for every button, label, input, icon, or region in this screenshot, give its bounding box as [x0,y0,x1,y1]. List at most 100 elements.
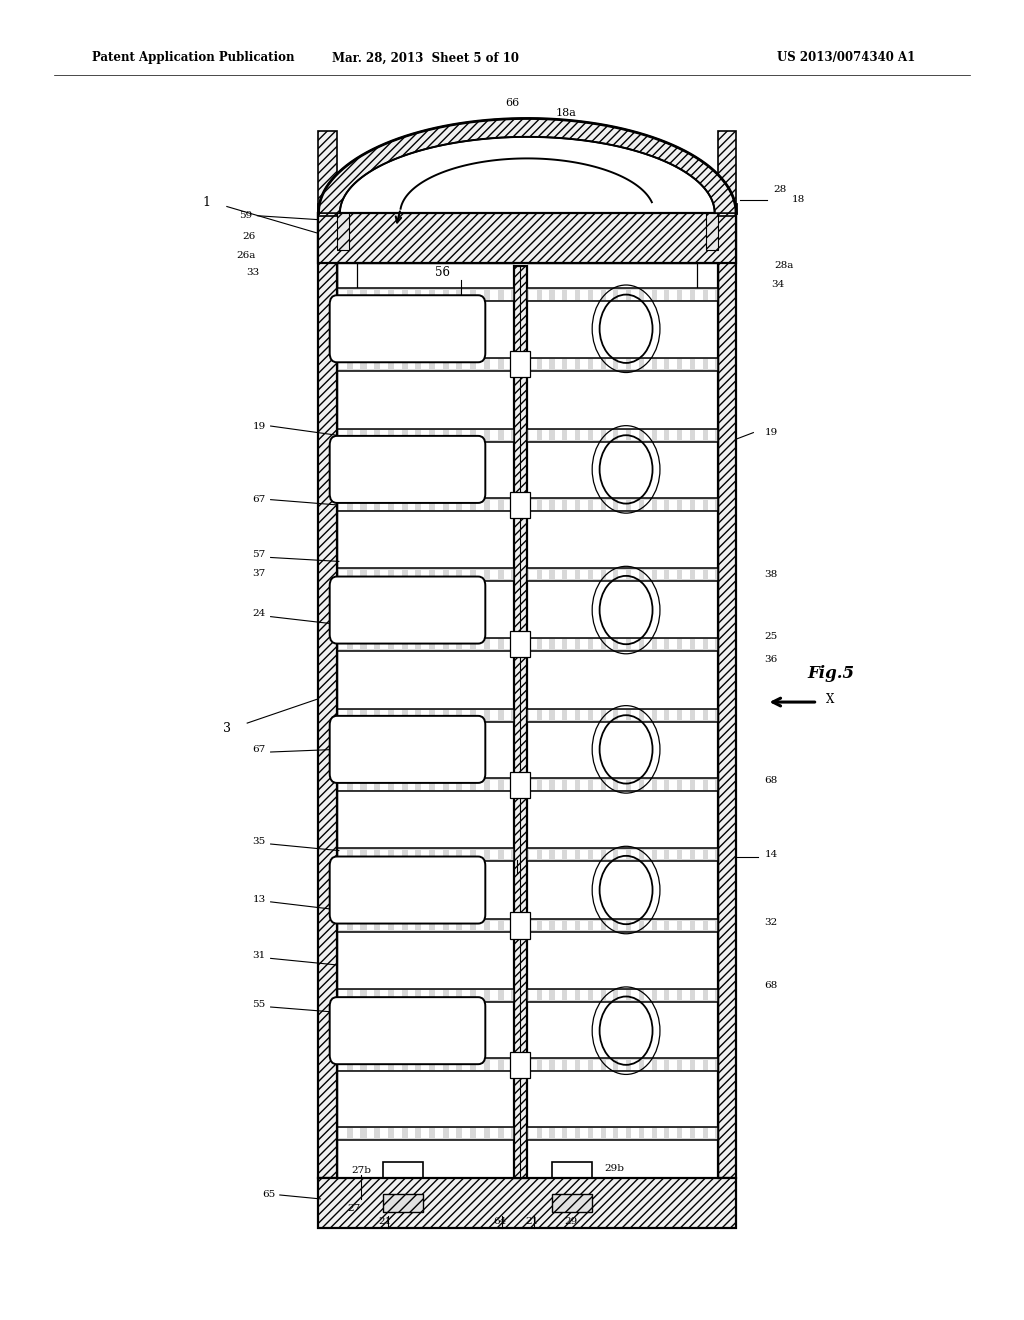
Bar [631,359,639,370]
Text: X: X [825,693,835,706]
Bar [644,430,651,440]
Bar [408,850,416,859]
Bar [605,500,613,510]
Bar [380,1060,388,1069]
Bar [489,359,498,370]
Bar [463,710,470,721]
Bar [339,289,347,300]
Bar [644,780,651,789]
Bar [435,780,442,789]
Bar [656,359,665,370]
Bar [353,500,360,510]
Bar [605,990,613,1001]
Bar [380,500,388,510]
Text: 35: 35 [252,837,265,846]
Text: 28: 28 [774,185,787,194]
Bar [695,710,702,721]
Bar [337,779,513,792]
Bar [435,430,442,440]
Text: 74: 74 [434,916,447,925]
Bar [581,430,588,440]
Bar [581,639,588,649]
Bar [605,780,613,789]
Bar [656,780,665,789]
Text: 27: 27 [347,1204,360,1213]
Bar [581,1060,588,1069]
Bar [353,850,360,859]
Bar [695,570,702,579]
Bar [581,710,588,721]
Bar [408,570,416,579]
Bar [656,1129,665,1138]
Text: US 2013/0074340 A1: US 2013/0074340 A1 [777,51,915,65]
Bar [555,289,562,300]
Bar [718,213,736,1177]
Bar [380,639,388,649]
Bar [421,500,429,510]
Bar [644,1129,651,1138]
Bar [605,920,613,931]
Bar [421,430,429,440]
Bar [463,780,470,789]
Bar [644,710,651,721]
Bar [367,780,374,789]
Bar [526,989,718,1002]
Text: 73: 73 [418,779,433,792]
Bar [593,1129,600,1138]
Text: 19: 19 [765,428,778,437]
Bar [489,639,498,649]
Bar [593,710,600,721]
Bar [394,850,401,859]
Bar [463,1060,470,1069]
Bar [644,850,651,859]
Bar [670,780,677,789]
Bar [380,710,388,721]
Text: 29: 29 [564,1217,578,1226]
Bar [408,359,416,370]
Bar [463,500,470,510]
Bar [567,359,575,370]
Text: Fig.5: Fig.5 [807,665,854,681]
Bar [555,500,562,510]
Text: 19: 19 [252,421,265,430]
Bar [682,1129,690,1138]
Bar [695,850,702,859]
Bar [337,568,513,581]
Bar [708,990,716,1001]
Bar [394,1060,401,1069]
Text: 34: 34 [772,280,785,289]
Bar [656,639,665,649]
Bar [682,639,690,649]
Bar [656,920,665,931]
Bar [394,710,401,721]
Bar [504,1060,511,1069]
Bar [511,351,529,378]
Bar [682,920,690,931]
Bar [706,213,718,249]
Bar [631,1129,639,1138]
Bar [449,430,457,440]
Bar [567,990,575,1001]
Bar [463,1129,470,1138]
Bar [542,920,550,931]
Bar [394,289,401,300]
Text: 29b: 29b [604,1164,624,1173]
Bar [318,213,337,1177]
Bar [353,780,360,789]
Bar [339,850,347,859]
Bar [670,920,677,931]
Bar [337,709,513,722]
Bar [337,847,513,861]
Bar [504,500,511,510]
Bar [529,639,537,649]
Bar [353,1060,360,1069]
Bar [435,920,442,931]
FancyBboxPatch shape [330,436,485,503]
Bar [708,710,716,721]
Bar [593,850,600,859]
Bar [504,710,511,721]
Bar [708,920,716,931]
Bar [581,780,588,789]
Bar [631,710,639,721]
Bar [435,710,442,721]
